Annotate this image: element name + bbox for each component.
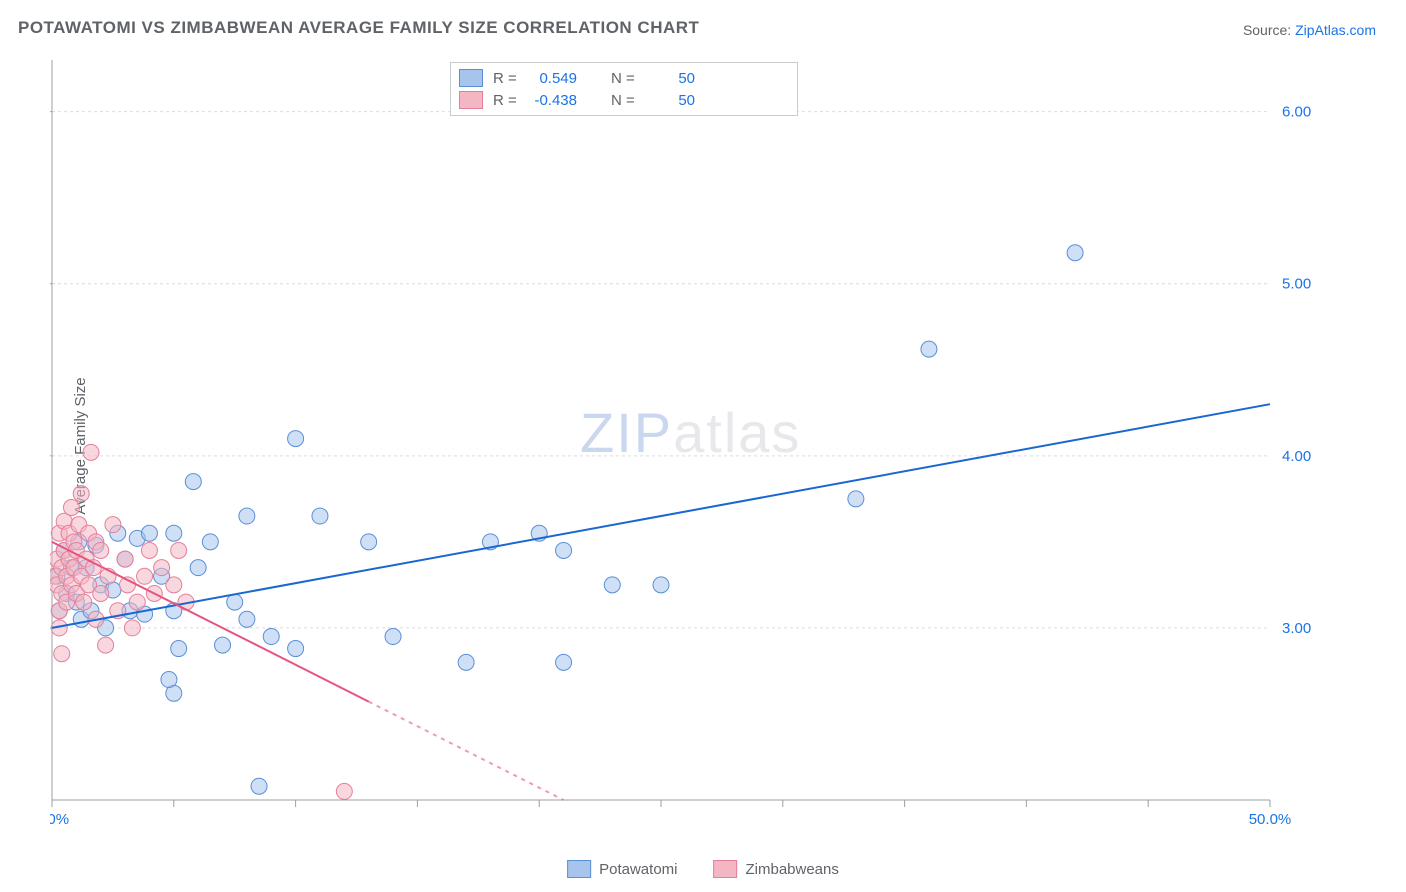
data-point (263, 629, 279, 645)
data-point (921, 341, 937, 357)
data-point (154, 560, 170, 576)
data-point (83, 444, 99, 460)
series-legend: Potawatomi Zimbabweans (567, 860, 839, 878)
source-link[interactable]: ZipAtlas.com (1295, 22, 1376, 38)
trend-line-extrapolated (369, 702, 564, 800)
x-tick-label: 0.0% (50, 811, 69, 828)
data-point (98, 637, 114, 653)
data-point (848, 491, 864, 507)
n-value: 50 (645, 92, 695, 109)
data-point (361, 534, 377, 550)
y-tick-label: 5.00 (1282, 276, 1311, 293)
data-point (385, 629, 401, 645)
data-point (239, 611, 255, 627)
data-point (137, 568, 153, 584)
data-point (141, 525, 157, 541)
data-point (251, 778, 267, 794)
y-tick-label: 6.00 (1282, 104, 1311, 121)
legend-swatch (713, 860, 737, 878)
data-point (117, 551, 133, 567)
legend-item: Potawatomi (567, 860, 677, 878)
data-point (288, 641, 304, 657)
legend-label: Potawatomi (599, 861, 677, 878)
data-point (604, 577, 620, 593)
legend-swatch (459, 91, 483, 109)
data-point (141, 542, 157, 558)
legend-label: Zimbabweans (745, 861, 838, 878)
r-value: 0.549 (527, 70, 577, 87)
legend-swatch (567, 860, 591, 878)
data-point (239, 508, 255, 524)
n-label: N = (611, 92, 635, 109)
data-point (93, 542, 109, 558)
data-point (336, 783, 352, 799)
y-tick-label: 3.00 (1282, 620, 1311, 637)
data-point (171, 641, 187, 657)
y-tick-label: 4.00 (1282, 448, 1311, 465)
data-point (129, 594, 145, 610)
chart-title: POTAWATOMI VS ZIMBABWEAN AVERAGE FAMILY … (18, 18, 699, 38)
trend-line (52, 404, 1270, 628)
data-point (1067, 245, 1083, 261)
data-point (556, 542, 572, 558)
data-point (458, 654, 474, 670)
data-point (63, 499, 79, 515)
data-point (288, 431, 304, 447)
data-point (54, 646, 70, 662)
data-point (105, 517, 121, 533)
stats-legend-row: R = -0.438 N = 50 (459, 89, 789, 111)
source-attribution: Source: ZipAtlas.com (1243, 22, 1376, 38)
scatter-plot: 0.0% 50.0% 3.00 4.00 5.00 6.00 (50, 60, 1330, 840)
data-point (161, 672, 177, 688)
data-point (185, 474, 201, 490)
data-point (227, 594, 243, 610)
data-point (166, 525, 182, 541)
r-label: R = (493, 70, 517, 87)
n-value: 50 (645, 70, 695, 87)
legend-item: Zimbabweans (713, 860, 838, 878)
data-point (190, 560, 206, 576)
data-point (124, 620, 140, 636)
stats-legend-row: R = 0.549 N = 50 (459, 67, 789, 89)
data-point (202, 534, 218, 550)
x-tick-label: 50.0% (1249, 811, 1292, 828)
data-point (93, 585, 109, 601)
data-point (76, 594, 92, 610)
source-label: Source: (1243, 22, 1295, 38)
data-point (556, 654, 572, 670)
stats-legend: R = 0.549 N = 50 R = -0.438 N = 50 (450, 62, 798, 116)
data-point (171, 542, 187, 558)
data-point (215, 637, 231, 653)
r-value: -0.438 (527, 92, 577, 109)
data-point (73, 486, 89, 502)
data-point (166, 577, 182, 593)
n-label: N = (611, 70, 635, 87)
legend-swatch (459, 69, 483, 87)
data-point (653, 577, 669, 593)
r-label: R = (493, 92, 517, 109)
data-point (312, 508, 328, 524)
